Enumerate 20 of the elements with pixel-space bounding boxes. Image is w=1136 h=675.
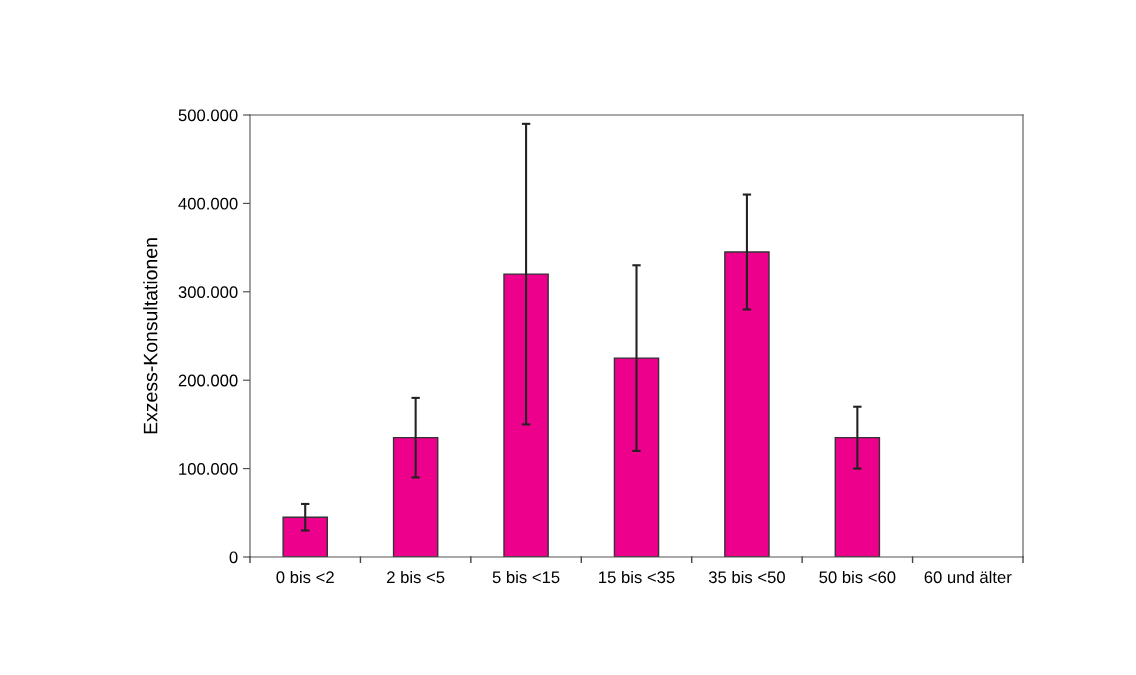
bar bbox=[503, 273, 549, 557]
x-tick-label: 2 bis <5 bbox=[387, 570, 445, 584]
x-tick-label: 5 bis <15 bbox=[492, 570, 560, 584]
bar bbox=[724, 251, 770, 557]
bar bbox=[282, 516, 328, 557]
y-tick-label: 100.000 bbox=[179, 463, 238, 475]
y-axis-title: Exzess-Konsultationen bbox=[143, 238, 158, 434]
bar bbox=[834, 436, 881, 557]
y-tick-label: 400.000 bbox=[178, 197, 238, 210]
x-tick-label: 35 bis <50 bbox=[708, 570, 785, 584]
y-tick-label: 300.000 bbox=[178, 286, 238, 298]
y-tick-label: 500.000 bbox=[178, 109, 238, 122]
bar bbox=[392, 436, 439, 557]
x-tick-label: 60 und älter bbox=[924, 570, 1012, 584]
bar bbox=[613, 357, 660, 557]
x-tick-label: 15 bis <35 bbox=[599, 570, 675, 584]
y-tick-label: 200.000 bbox=[178, 374, 238, 387]
x-tick-label: 0 bis <2 bbox=[276, 570, 334, 584]
x-tick-label: 50 bis <60 bbox=[819, 570, 896, 584]
y-tick-label: 0 bbox=[229, 551, 238, 564]
